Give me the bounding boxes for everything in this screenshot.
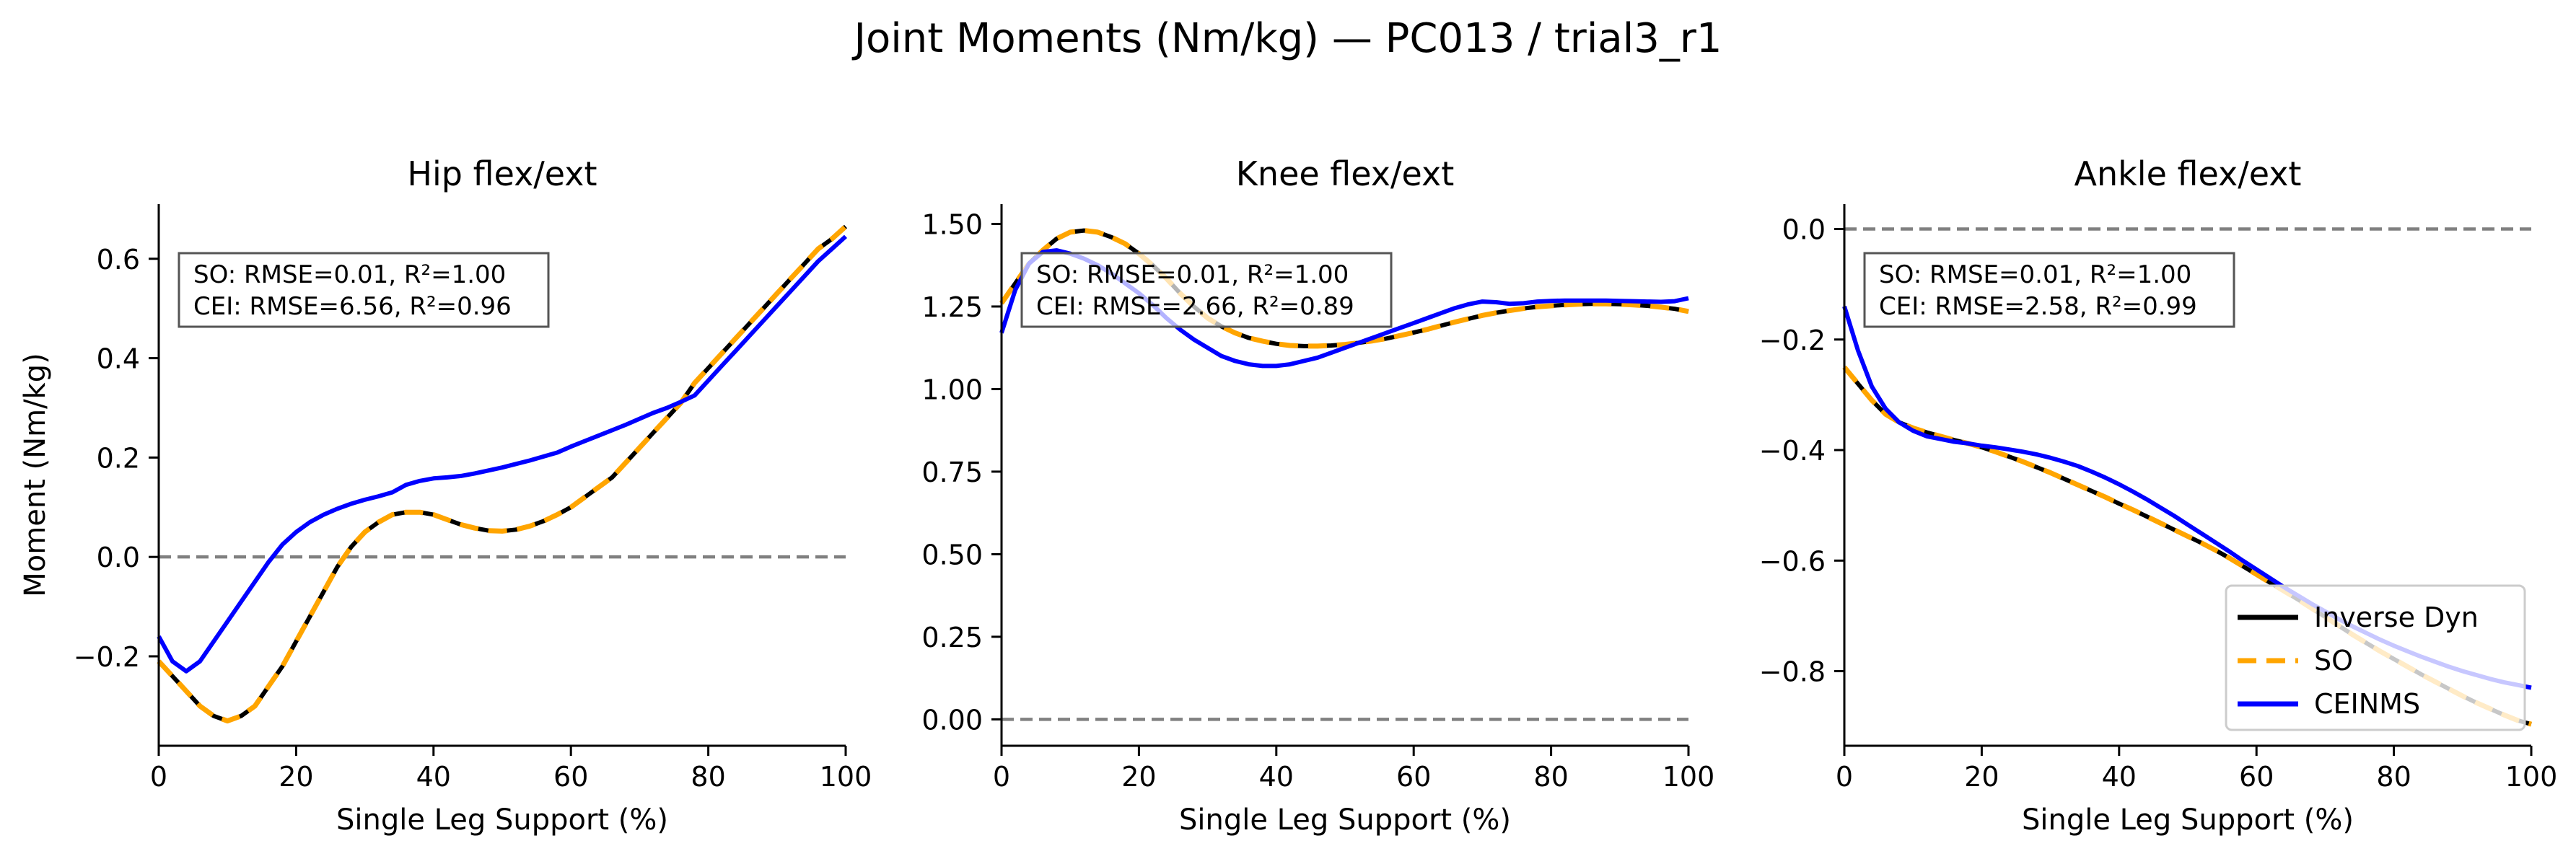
y-tick-label: −0.8 — [1759, 656, 1826, 688]
x-tick-label: 80 — [2376, 761, 2411, 793]
plot-panel: Knee flex/ext 0 20 40 60 80 100 0.00 0.25 0.50 0.7… — [921, 154, 1714, 837]
stats-box: SO: RMSE=0.01, R²=1.00 CEI: RMSE=2.58, R²… — [1863, 252, 2235, 328]
stats-box: SO: RMSE=0.01, R²=1.00 CEI: RMSE=2.66, R²… — [1020, 252, 1393, 328]
x-tick-label: 100 — [2505, 761, 2558, 793]
x-tick-label: 40 — [2102, 761, 2137, 793]
series-line-so — [999, 228, 1689, 349]
x-axis-label: Single Leg Support (%) — [1179, 803, 1511, 837]
y-tick-label: 0.50 — [921, 539, 983, 571]
y-tick-label: 1.25 — [921, 291, 983, 323]
y-tick-label: 0.00 — [921, 704, 983, 736]
y-tick-label: −0.2 — [74, 641, 140, 673]
y-tick-label: −0.4 — [1759, 435, 1826, 467]
legend-label: Inverse Dyn — [2314, 602, 2479, 633]
stats-text: CEI: RMSE=2.66, R²=0.89 — [1036, 292, 1354, 321]
stats-box-frame — [1863, 252, 2235, 328]
series-line-ceinms — [157, 234, 848, 674]
stats-text: CEI: RMSE=6.56, R²=0.96 — [193, 292, 512, 321]
x-tick-label: 80 — [1533, 761, 1568, 793]
plot-panel: Hip flex/ext 0 20 40 60 80 100 −0.2 0.0 0.2 0.4 0.6… — [19, 154, 872, 837]
series-line-so — [1842, 365, 2532, 727]
stats-text: CEI: RMSE=2.58, R²=0.99 — [1879, 292, 2197, 321]
y-tick-label: 0.6 — [97, 244, 140, 276]
legend-label: SO — [2314, 645, 2353, 677]
x-tick-label: 60 — [1396, 761, 1431, 793]
stats-text: SO: RMSE=0.01, R²=1.00 — [1879, 260, 2191, 289]
y-tick-label: 1.00 — [921, 374, 983, 405]
y-tick-label: 0.0 — [1782, 213, 1826, 245]
y-tick-label: 0.0 — [97, 542, 140, 573]
series-line-so — [157, 224, 848, 724]
legend-frame — [2225, 584, 2526, 731]
y-tick-label: 0.4 — [97, 343, 140, 375]
series-group — [157, 224, 848, 724]
stats-text: SO: RMSE=0.01, R²=1.00 — [1036, 260, 1349, 289]
stats-text: SO: RMSE=0.01, R²=1.00 — [193, 260, 506, 289]
x-tick-label: 0 — [150, 761, 167, 793]
y-tick-label: −0.6 — [1759, 545, 1826, 577]
x-tick-label: 0 — [1836, 761, 1853, 793]
x-axis-label: Single Leg Support (%) — [336, 803, 668, 837]
y-axis-label: Moment (Nm/kg) — [19, 353, 52, 596]
legend-label: CEINMS — [2314, 688, 2420, 720]
stats-box-frame — [1020, 252, 1393, 328]
x-tick-label: 100 — [820, 761, 872, 793]
legend-entry: Inverse Dyn — [2238, 602, 2479, 633]
legend: Inverse Dyn SO CEINMS — [2225, 584, 2526, 731]
legend-entry: CEINMS — [2238, 688, 2420, 720]
plot-title: Ankle flex/ext — [2075, 154, 2302, 193]
stats-box-frame — [178, 252, 550, 328]
x-tick-label: 60 — [553, 761, 588, 793]
figure-title: Joint Moments (Nm/kg) — PC013 / trial3_r… — [851, 15, 1722, 62]
x-tick-label: 40 — [416, 761, 451, 793]
y-tick-label: −0.2 — [1759, 325, 1826, 356]
y-tick-label: 0.25 — [921, 622, 983, 653]
x-tick-label: 100 — [1662, 761, 1715, 793]
x-tick-label: 20 — [1964, 761, 1999, 793]
plot-title: Hip flex/ext — [407, 154, 597, 193]
x-tick-label: 20 — [1121, 761, 1156, 793]
x-axis-label: Single Leg Support (%) — [2022, 803, 2354, 837]
x-tick-label: 60 — [2239, 761, 2274, 793]
stats-box: SO: RMSE=0.01, R²=1.00 CEI: RMSE=6.56, R²… — [178, 252, 550, 328]
y-tick-label: 1.50 — [921, 208, 983, 240]
y-tick-label: 0.2 — [97, 442, 140, 474]
x-tick-label: 0 — [993, 761, 1010, 793]
plots: Hip flex/ext 0 20 40 60 80 100 −0.2 0.0 0.2 0.4 0.6… — [19, 154, 2557, 837]
legend-entry: SO — [2238, 645, 2353, 677]
y-tick-label: 0.75 — [921, 457, 983, 488]
x-tick-label: 40 — [1259, 761, 1294, 793]
x-tick-label: 80 — [691, 761, 725, 793]
x-tick-label: 20 — [279, 761, 313, 793]
plot-title: Knee flex/ext — [1236, 154, 1454, 193]
